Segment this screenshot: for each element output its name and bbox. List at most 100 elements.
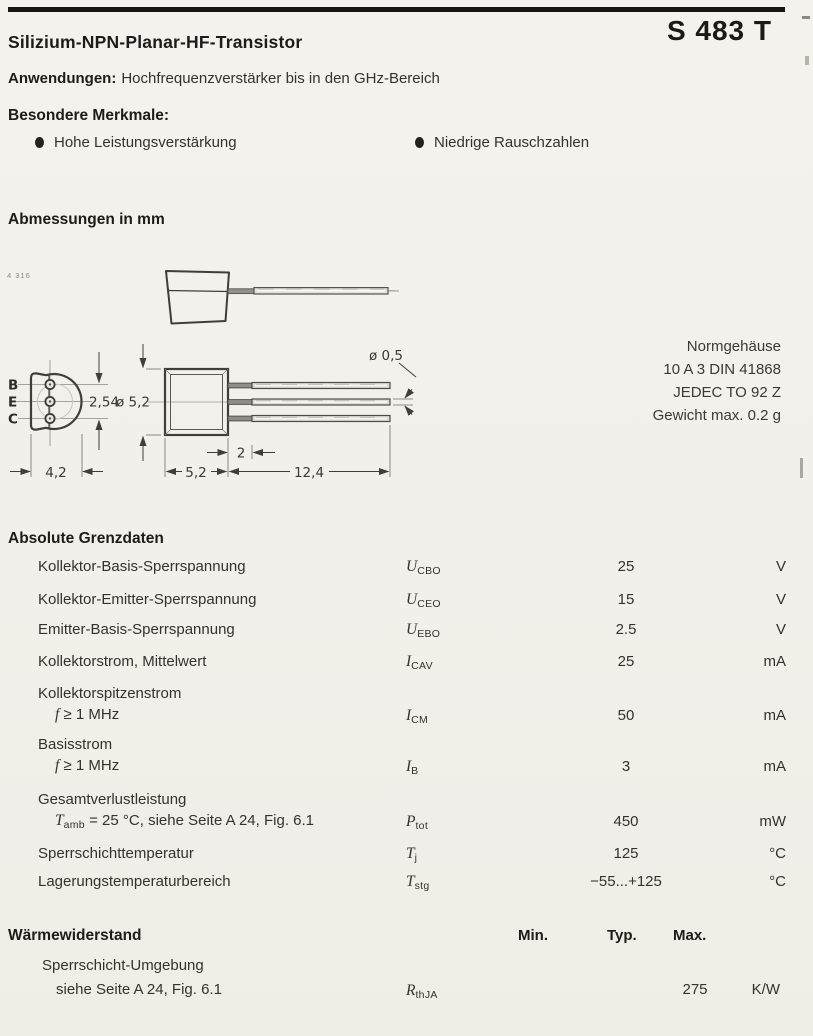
rating-param-name: Basisstrom [38, 736, 113, 753]
column-max: Max. [673, 927, 707, 944]
rating-param-name: Sperrschichttemperatur [38, 845, 194, 862]
symbol-subscript: tot [415, 820, 429, 832]
dim-body-len: 5,2 [185, 465, 206, 481]
rating-unit: °C [769, 845, 786, 862]
dim-lead-thick-len: 2 [237, 446, 246, 462]
symbol-subscript: CAV [411, 660, 433, 672]
rating-symbol: IB [406, 758, 418, 777]
rating-unit: V [775, 558, 786, 575]
symbol-letter: U [406, 621, 418, 638]
symbol-letter: U [406, 591, 418, 608]
features-heading: Besondere Merkmale: [8, 107, 170, 124]
symbol-letter: I [406, 653, 412, 670]
rating-row: Lagerungstemperaturbereich Tstg −55...+1… [38, 873, 786, 903]
part-number: S 483 T [666, 15, 772, 46]
rating-unit: mA [763, 707, 787, 724]
condition-symbol: f [55, 757, 60, 774]
symbol-letter: T [406, 873, 415, 890]
lead-bottom [227, 414, 391, 423]
rating-value: −55...+125 [590, 873, 662, 890]
symbol-letter: P [406, 813, 416, 830]
rating-unit: mA [763, 653, 787, 670]
condition-text: = 25 °C, siehe Seite A 24, Fig. 6.1 [84, 812, 315, 829]
symbol-letter: I [406, 707, 412, 724]
rating-symbol: UEBO [406, 621, 440, 640]
rating-row: Kollektor-Emitter-Sperrspannung UCEO 15 … [38, 591, 786, 621]
rating-param: Lagerungstemperaturbereich [38, 873, 786, 890]
condition-symbol: T [55, 812, 64, 829]
rating-row: Kollektorspitzenstrom f ≥ 1 MHz ICM 50 m… [38, 685, 786, 736]
column-typ: Typ. [607, 927, 637, 944]
condition-symbol: f [55, 706, 60, 723]
symbol-subscript: B [411, 765, 419, 777]
lead-middle [227, 398, 391, 406]
symbol-subscript: CEO [417, 598, 441, 610]
form-number: 4 316 [7, 271, 31, 280]
condition-text: ≥ 1 MHz [59, 757, 120, 774]
rating-symbol: ICAV [406, 653, 433, 672]
package-info-line: JEDEC TO 92 Z [673, 384, 781, 401]
symbol-subscript: CBO [417, 565, 441, 577]
package-info: Normgehäuse 10 A 3 DIN 41868 JEDEC TO 92… [521, 335, 781, 427]
feature-bullet-icon [415, 137, 424, 148]
rating-param: Kollektorspitzenstrom f ≥ 1 MHz [38, 685, 786, 727]
drawing-side-view: ø 5,2 ø 0,5 2 5,2 12,4 [116, 344, 417, 481]
rating-param-name: Kollektor-Emitter-Sperrspannung [38, 591, 257, 608]
symbol-subscript: thJA [415, 989, 438, 1001]
rating-param: Emitter-Basis-Sperrspannung [38, 621, 786, 638]
symbol-letter: R [406, 982, 416, 999]
rating-param: Kollektor-Basis-Sperrspannung [38, 558, 786, 575]
rating-row: Gesamtverlustleistung Tamb = 25 °C, sieh… [38, 791, 786, 845]
ratings-heading: Absolute Grenzdaten [8, 530, 164, 547]
rating-symbol: UCEO [406, 591, 441, 610]
rating-param: Kollektor-Emitter-Sperrspannung [38, 591, 786, 608]
thermal-max-value: 275 [682, 981, 708, 998]
rating-condition: Tamb = 25 °C, siehe Seite A 24, Fig. 6.1 [55, 813, 786, 833]
page-title: Silizium-NPN-Planar-HF-Transistor [8, 32, 303, 52]
rating-row: Kollektorstrom, Mittelwert ICAV 25 mA [38, 653, 786, 685]
rating-param-name: Kollektorstrom, Mittelwert [38, 653, 207, 670]
rating-symbol: Tj [406, 845, 417, 864]
feature-item: Niedrige Rauschzahlen [415, 134, 589, 151]
rating-value: 25 [617, 558, 635, 575]
drawing-top-view [165, 270, 400, 325]
pin-label-collector: C [8, 412, 18, 428]
thermal-condition: siehe Seite A 24, Fig. 6.1 [56, 981, 222, 998]
thermal-unit: K/W [751, 981, 780, 998]
pin-label-base: B [8, 378, 18, 394]
condition-text: ≥ 1 MHz [59, 706, 120, 723]
dim-body-dia: ø 5,2 [116, 395, 150, 411]
feature-item: Hohe Leistungsverstärkung [35, 134, 237, 151]
rating-symbol: UCBO [406, 558, 441, 577]
rating-value: 450 [613, 813, 639, 830]
column-min: Min. [518, 927, 548, 944]
rating-value: 25 [617, 653, 635, 670]
rating-row: Basisstrom f ≥ 1 MHz IB 3 mA [38, 736, 786, 791]
rating-unit: V [775, 621, 786, 638]
rating-param: Kollektorstrom, Mittelwert [38, 653, 786, 670]
symbol-subscript: CM [411, 714, 429, 726]
thermal-param: Sperrschicht-Umgebung [42, 957, 204, 974]
rating-param-name: Kollektorspitzenstrom [38, 685, 182, 702]
rating-param-name: Gesamtverlustleistung [38, 791, 187, 808]
package-drawing: B E C 2,54 4,2 [8, 270, 417, 481]
ratings-table: Kollektor-Basis-Sperrspannung UCBO 25 V … [38, 558, 786, 903]
feature-bullet-icon [35, 137, 44, 148]
rating-value: 50 [617, 707, 635, 724]
rating-symbol: ICM [406, 707, 428, 726]
scan-artifact [800, 458, 803, 478]
rating-symbol: Ptot [406, 813, 428, 832]
dim-lead-len: 12,4 [294, 465, 324, 481]
applications-text: Hochfrequenzverstärker bis in den GHz-Be… [121, 70, 440, 87]
package-info-line: Normgehäuse [686, 338, 781, 355]
symbol-subscript: j [414, 852, 418, 864]
scan-artifact [802, 16, 810, 19]
rating-param-name: Emitter-Basis-Sperrspannung [38, 621, 235, 638]
rating-param: Sperrschichttemperatur [38, 845, 786, 862]
rating-param: Gesamtverlustleistung Tamb = 25 °C, sieh… [38, 791, 786, 833]
thermal-heading: Wärmewiderstand [8, 927, 142, 944]
rating-param-name: Kollektor-Basis-Sperrspannung [38, 558, 246, 575]
symbol-letter: T [406, 845, 415, 862]
rating-param: Basisstrom f ≥ 1 MHz [38, 736, 786, 778]
